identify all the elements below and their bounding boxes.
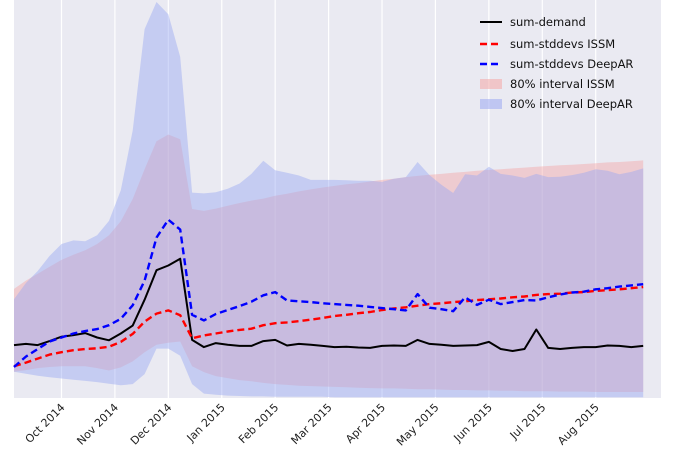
x-tick-label-0: Oct 2014: [23, 401, 68, 446]
legend-label-interval-deepar: 80% interval DeepAR: [510, 97, 633, 111]
x-tick-label-7: May 2015: [394, 401, 442, 449]
series-line-1: [13, 285, 644, 368]
band-3: [14, 134, 644, 392]
legend-swatch-interval-issm: [480, 79, 502, 89]
legend-label-sum-demand: sum-demand: [510, 15, 586, 29]
gridlines: [60, 0, 597, 398]
interval-bands: [14, 2, 644, 398]
legend-label-stddevs-issm: sum-stddevs ISSM: [510, 37, 615, 51]
x-tick-label-3: Jan 2015: [184, 401, 228, 445]
legend-item-stddevs-deepar: sum-stddevs DeepAR: [480, 57, 633, 71]
x-tick-label-5: Mar 2015: [289, 401, 335, 447]
series-line-0: [13, 257, 644, 352]
series-line-2: [13, 218, 644, 368]
legend-item-sum-demand: sum-demand: [480, 15, 586, 29]
x-tick-label-4: Feb 2015: [236, 401, 281, 446]
legend-item-interval-issm: 80% interval ISSM: [480, 77, 615, 91]
legend-item-interval-deepar: 80% interval DeepAR: [480, 97, 633, 111]
band-4: [14, 2, 644, 398]
legend-swatch-interval-deepar: [480, 99, 502, 109]
x-axis-tick-labels: Oct 2014 Nov 2014 Dec 2014 Jan 2015 Feb 2015…: [23, 401, 602, 449]
x-tick-label-2: Dec 2014: [128, 401, 175, 448]
x-tick-label-9: Jul 2015: [507, 401, 549, 443]
x-tick-label-10: Aug 2015: [555, 401, 602, 448]
legend: sum-demand sum-stddevs ISSM sum-stddevs …: [480, 15, 633, 111]
x-tick-label-6: Apr 2015: [343, 401, 388, 446]
series-lines: [13, 218, 644, 368]
legend-label-stddevs-deepar: sum-stddevs DeepAR: [510, 57, 633, 71]
legend-label-interval-issm: 80% interval ISSM: [510, 77, 615, 91]
x-tick-label-8: Jun 2015: [451, 401, 495, 445]
x-tick-label-1: Nov 2014: [74, 401, 121, 448]
legend-item-stddevs-issm: sum-stddevs ISSM: [480, 37, 615, 51]
